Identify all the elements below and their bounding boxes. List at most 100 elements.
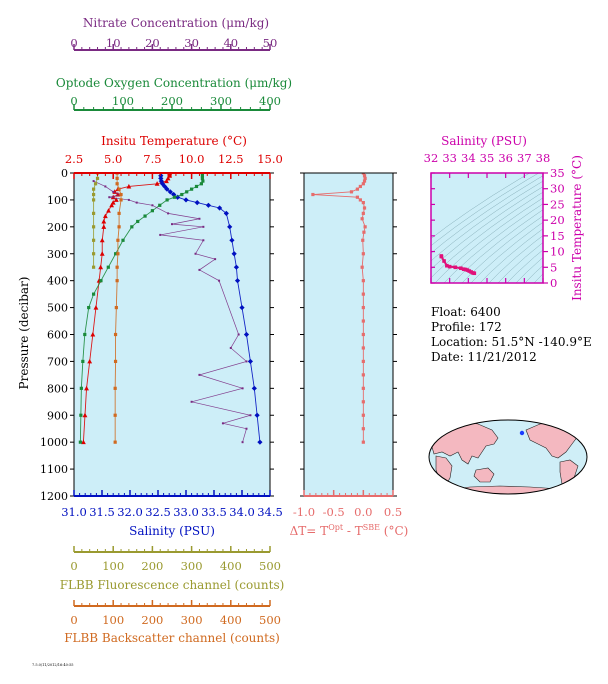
fluorescence-point — [92, 252, 96, 256]
nitrate-point — [229, 346, 232, 349]
temperature-tick-label: 2.5 — [65, 152, 83, 166]
delta-t-tick-label: 0.5 — [384, 505, 402, 519]
oxygen-tick-label: 400 — [259, 94, 281, 108]
pressure-tick-label: 500 — [47, 302, 68, 315]
delta-t-point — [349, 190, 354, 194]
ts-x-tick-label: 38 — [536, 151, 551, 165]
map-outline — [428, 419, 588, 495]
density-contour — [524, 265, 543, 283]
profile-number: Profile: 172 — [431, 320, 502, 334]
ts-point — [447, 264, 452, 269]
salinity-point — [217, 205, 223, 211]
ts-x-tick-label: 37 — [517, 151, 532, 165]
delta-t-point — [361, 252, 365, 256]
backscatter-tick-label: 0 — [70, 613, 77, 627]
oxygen-point — [78, 440, 82, 444]
backscatter-point — [113, 413, 117, 417]
delta-t-label-sup1: Opt — [328, 523, 344, 532]
float-id: Float: 6400 — [431, 305, 501, 319]
temperature-tick-label: 15.0 — [257, 152, 283, 166]
density-contour — [431, 186, 543, 270]
oxygen-point — [92, 292, 96, 296]
delta-t-point — [361, 319, 365, 323]
salinity-point — [247, 358, 253, 365]
fluorescence-tick-label: 500 — [259, 559, 281, 573]
backscatter-tick-label: 500 — [259, 613, 281, 627]
oxygen-point — [200, 174, 204, 178]
ts-y-tick-label: 35 — [550, 166, 565, 180]
salinity-point — [183, 197, 189, 203]
ts-point — [445, 263, 449, 268]
pressure-tick-label: 700 — [47, 355, 68, 368]
fluorescence-point — [93, 182, 98, 186]
salinity-point — [257, 439, 263, 445]
backscatter-axis-label: FLBB Backscatter channel (counts) — [64, 631, 280, 645]
salinity-point — [164, 186, 170, 192]
bottom-axes: 31.0 31.5 32.0 32.5 33.0 33.5 34.0 34.5 0 100 200 3… — [61, 490, 283, 627]
oxygen-point — [87, 305, 91, 310]
salinity-point — [158, 173, 164, 179]
temperature-tick-label: 5.0 — [104, 152, 122, 166]
salinity-point — [223, 210, 229, 216]
temperature-point — [164, 178, 169, 184]
salinity-tick-label: 32.0 — [117, 505, 143, 519]
top-axes: 0 10 20 30 40 50 0 100 200 300 400 2.5 5.0 7.5 10.0 12.… — [65, 36, 283, 179]
temperature-tick-label: 10.0 — [179, 152, 205, 166]
oxygen-point — [172, 195, 177, 199]
nitrate-point — [135, 201, 138, 204]
delta-t-point — [361, 332, 365, 337]
delta-t-point — [362, 230, 366, 234]
ts-y-tick-label: 0 — [550, 276, 557, 290]
fluorescence-point — [92, 211, 96, 215]
fluorescence-point — [92, 225, 96, 229]
oxygen-point — [200, 176, 204, 180]
oxygen-point — [79, 386, 83, 390]
nitrate-point — [112, 190, 115, 193]
nitrate-point — [127, 198, 130, 201]
oxygen-point — [158, 203, 162, 207]
backscatter-point — [113, 332, 118, 337]
temperature-point — [93, 304, 99, 310]
salinity-tick-label: 34.0 — [229, 505, 255, 519]
delta-t-point — [361, 238, 365, 242]
ts-point — [469, 270, 473, 274]
delta-t-tick-label: -1.0 — [293, 505, 315, 519]
pressure-tick-label: 0 — [61, 167, 68, 180]
density-contour — [431, 173, 531, 239]
delta-t-label-sup2: SBE — [363, 523, 380, 532]
density-contour — [434, 197, 543, 283]
backscatter-point — [116, 252, 120, 256]
ts-x-tick-label: 34 — [461, 151, 476, 165]
oxygen-point — [114, 252, 118, 256]
nitrate-point — [198, 268, 201, 271]
nitrate-tick-label: 20 — [145, 36, 160, 50]
ts-y-tick-label: 10 — [550, 245, 565, 259]
ts-point — [461, 267, 466, 271]
oxygen-point — [199, 182, 203, 186]
oxygen-tick-label: 0 — [70, 94, 77, 108]
delta-t-point — [361, 440, 365, 444]
delta-t-point — [361, 279, 365, 283]
density-contour — [470, 221, 543, 283]
temperature-tick-label: 7.5 — [143, 152, 161, 166]
delta-t-point — [361, 173, 365, 175]
delta-t-tick-label: 0.0 — [354, 505, 372, 519]
nitrate-point — [159, 233, 162, 236]
delta-t-point — [362, 174, 367, 178]
salinity-point — [227, 224, 233, 230]
ts-y-tick-label: 5 — [550, 260, 557, 274]
backscatter-point — [117, 187, 121, 191]
temperature-point — [82, 412, 88, 418]
ts-y-tick-label: 20 — [550, 213, 565, 227]
salinity-point — [254, 412, 260, 418]
ts-y-label: Insitu Temperature (°C) — [570, 155, 584, 301]
backscatter-point — [119, 198, 123, 202]
delta-t-label-main: ΔT= T — [290, 524, 329, 538]
oxygen-point — [180, 192, 184, 197]
nitrate-point — [190, 400, 193, 403]
temperature-point — [99, 237, 105, 243]
nitrate-point — [241, 387, 244, 390]
delta-t-point — [361, 211, 365, 215]
ts-plot-background — [431, 173, 543, 283]
